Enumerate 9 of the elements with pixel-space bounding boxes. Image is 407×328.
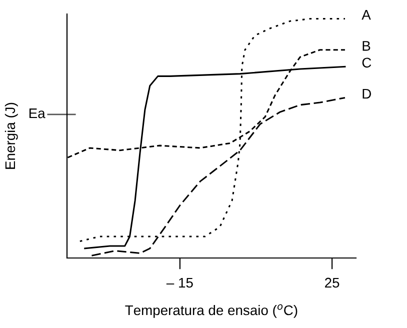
ref-line-label: Ea [29,108,46,118]
y-axis-title: Energia (J) [4,102,18,169]
series-label: B [362,41,370,51]
series-label: D [362,88,372,99]
x-tick-label: – 15 [166,278,193,288]
x-axis-title: Temperatura de ensaio ($^{o}$C) [125,304,298,318]
series-label: A [362,10,371,20]
series-label: C [362,58,372,68]
x-tick-label: 25 [325,278,340,288]
